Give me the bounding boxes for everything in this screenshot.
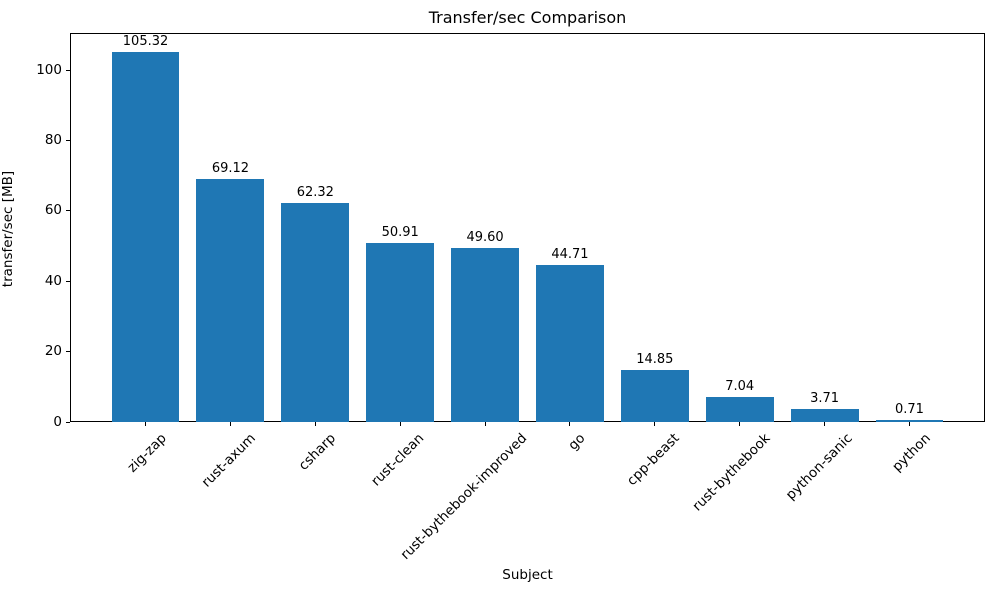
x-tick-label: go — [565, 430, 589, 454]
bar — [366, 242, 435, 422]
bar-value-label: 7.04 — [725, 379, 755, 395]
bar — [620, 369, 689, 422]
x-tick-label: rust-bythebook-improved — [398, 430, 531, 563]
bar-value-label: 69.12 — [211, 160, 250, 176]
bar-value-label: 105.32 — [122, 33, 169, 49]
x-tick-mark — [824, 422, 826, 426]
bar — [451, 247, 519, 422]
x-tick-label: zig-zap — [124, 430, 170, 476]
bar-value-label: 3.71 — [810, 390, 840, 406]
bar-value-label: 14.85 — [636, 351, 674, 367]
x-tick-mark — [145, 422, 147, 426]
y-tick-label: 60 — [44, 202, 62, 219]
x-tick-label: rust-clean — [368, 430, 428, 490]
y-axis-label: transfer/sec [MB] — [0, 170, 16, 288]
y-tick-label: 20 — [44, 343, 62, 360]
x-tick-label: cpp-beast — [623, 430, 683, 489]
x-tick-mark — [399, 422, 401, 426]
bar-value-label: 50.91 — [381, 224, 419, 240]
x-tick-mark — [569, 422, 571, 426]
y-tick-label: 40 — [44, 272, 62, 289]
bar — [281, 202, 350, 422]
x-tick-mark — [314, 422, 316, 426]
y-tick-mark — [66, 421, 70, 423]
bar — [196, 178, 265, 422]
x-tick-label: rust-bythebook — [689, 430, 774, 515]
bar — [535, 264, 604, 422]
bar-value-label: 62.32 — [296, 184, 334, 200]
x-tick-mark — [484, 422, 486, 426]
y-tick-label: 80 — [44, 132, 62, 149]
bar-value-label: 44.71 — [551, 246, 589, 262]
bar — [705, 397, 774, 422]
x-tick-label: python — [888, 430, 934, 476]
x-tick-label: csharp — [295, 430, 340, 474]
bar — [111, 51, 180, 422]
chart-title: Transfer/sec Comparison — [428, 8, 627, 27]
y-tick-mark — [66, 210, 70, 212]
x-tick-mark — [229, 422, 231, 426]
bar — [790, 408, 859, 422]
x-tick-mark — [654, 422, 656, 426]
x-axis-label: Subject — [502, 567, 553, 583]
x-tick-label: python-sanic — [782, 430, 856, 504]
bar-value-label: 0.71 — [894, 401, 924, 417]
y-tick-label: 0 — [53, 413, 62, 430]
y-tick-mark — [66, 280, 70, 282]
y-tick-mark — [66, 69, 70, 71]
y-tick-mark — [66, 351, 70, 353]
y-tick-label: 100 — [36, 61, 62, 78]
x-tick-mark — [908, 422, 910, 426]
bar — [875, 419, 944, 422]
bar-value-label: 49.60 — [466, 229, 504, 245]
x-tick-mark — [739, 422, 741, 426]
y-tick-mark — [66, 140, 70, 142]
x-tick-label: rust-axum — [198, 430, 259, 491]
